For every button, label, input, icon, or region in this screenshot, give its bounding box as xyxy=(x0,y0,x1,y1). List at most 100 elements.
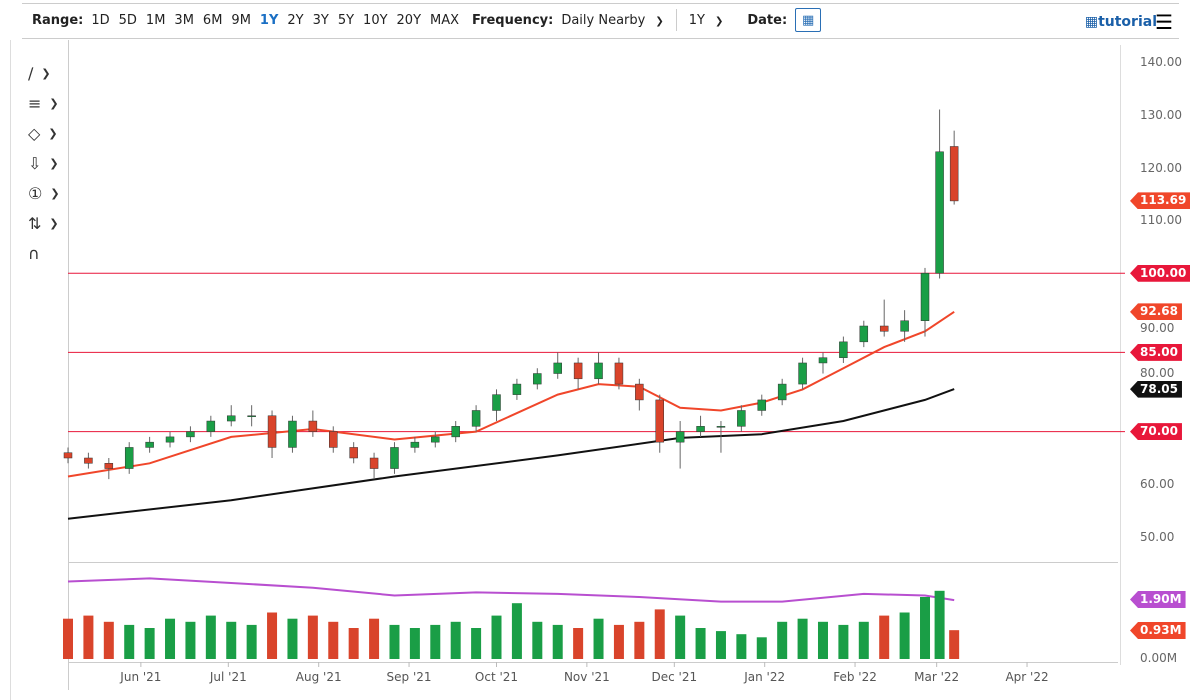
candle-body xyxy=(267,415,277,448)
y-tick-label: 120.00 xyxy=(1140,160,1182,175)
range-label: Range: xyxy=(32,12,84,28)
volume-zero-label: 0.00M xyxy=(1140,651,1178,665)
arrow-tool-button[interactable]: ⇩ ❯ xyxy=(28,148,68,178)
volume-bar xyxy=(307,615,318,659)
shape-icon: ◇ xyxy=(28,123,41,143)
shape-tool-button[interactable]: ◇ ❯ xyxy=(28,118,68,148)
calendar-icon[interactable]: ▦ xyxy=(795,8,822,32)
volume-bar xyxy=(797,618,808,659)
candle-body xyxy=(84,457,93,464)
range-3m[interactable]: 3M xyxy=(174,12,194,28)
numbered-circle-icon: ① xyxy=(28,183,43,203)
range-10y[interactable]: 10Y xyxy=(363,12,388,28)
chevron-right-icon: ❯ xyxy=(49,156,59,170)
candle-body xyxy=(410,441,420,448)
candle-body xyxy=(716,426,726,428)
fibonacci-tool-button[interactable]: ≡ ❯ xyxy=(28,88,68,118)
volume-bar xyxy=(103,621,114,659)
range-3y[interactable]: 3Y xyxy=(312,12,329,28)
volume-bar xyxy=(613,624,624,659)
x-tick-label: Jan '22 xyxy=(744,670,786,684)
y-tick-label: 60.00 xyxy=(1140,477,1175,492)
range-5d[interactable]: 5D xyxy=(118,12,137,28)
candle-body xyxy=(696,426,705,432)
toolbar: Range: 1D 5D 1M 3M 6M 9M 1Y 2Y 3Y 5Y 10Y 20Y MAX Fre… xyxy=(32,6,1171,34)
candle-body xyxy=(63,452,73,459)
measure-icon: ⇅ xyxy=(28,213,42,233)
volume-bar xyxy=(369,618,380,659)
period-dropdown[interactable]: 1Y ❯ xyxy=(689,13,724,28)
x-tick-label: Apr '22 xyxy=(1005,670,1049,684)
candle-body xyxy=(594,362,603,380)
range-max[interactable]: MAX xyxy=(430,12,460,28)
fibonacci-icon: ≡ xyxy=(28,93,42,113)
volume-bar xyxy=(165,618,176,659)
x-tick-label: Jun '21 xyxy=(120,670,162,684)
chevron-down-icon: ❯ xyxy=(655,15,664,27)
magnet-icon: ∩ xyxy=(28,243,40,263)
volume-bar xyxy=(450,621,461,659)
hline-price-tag: 85.00 xyxy=(1130,343,1182,361)
y-tick-label: 90.00 xyxy=(1140,321,1175,336)
volume-bar xyxy=(205,615,216,659)
volume-bar xyxy=(328,621,339,659)
candle-body xyxy=(900,320,909,332)
candle-body xyxy=(777,383,787,401)
y-tick-label: 140.00 xyxy=(1140,55,1182,69)
volume-bar xyxy=(246,624,257,659)
volume-ma-line xyxy=(67,577,955,603)
volume-bar xyxy=(949,630,960,659)
range-6m[interactable]: 6M xyxy=(202,12,223,28)
x-tick-label: Feb '22 xyxy=(833,670,877,684)
period-value: 1Y xyxy=(688,12,705,28)
hamburger-menu-icon[interactable]: ☰ xyxy=(1155,10,1173,34)
range-1y[interactable]: 1Y xyxy=(259,12,279,28)
hline-price-tag: 70.00 xyxy=(1130,423,1182,441)
y-tick-label: 50.00 xyxy=(1140,530,1175,545)
measure-tool-button[interactable]: ⇅ ❯ xyxy=(28,208,68,238)
range-1m[interactable]: 1M xyxy=(145,12,166,28)
candle-body xyxy=(288,420,297,448)
volume-bar xyxy=(144,628,155,659)
magnet-tool-button[interactable]: ∩ xyxy=(28,238,68,268)
candle-body xyxy=(329,431,338,448)
candle-body xyxy=(124,447,134,469)
range-9m[interactable]: 9M xyxy=(231,12,251,28)
candle-body xyxy=(573,362,583,380)
x-tick-label: Jul '21 xyxy=(209,670,247,684)
volume-bar xyxy=(817,621,828,659)
volume-bar xyxy=(899,612,910,659)
range-2y[interactable]: 2Y xyxy=(287,12,304,28)
arrow-down-icon: ⇩ xyxy=(28,153,42,173)
line-tool-button[interactable]: ∕ ❯ xyxy=(28,58,68,88)
candle-body xyxy=(431,436,440,443)
candle-body xyxy=(390,447,399,469)
volume-bar xyxy=(777,621,788,659)
range-20y[interactable]: 20Y xyxy=(396,12,422,28)
volume-bar xyxy=(471,628,482,659)
frequency-dropdown[interactable]: Daily Nearby ❯ xyxy=(561,13,663,28)
range-5y[interactable]: 5Y xyxy=(337,12,355,28)
range-1d[interactable]: 1D xyxy=(91,12,110,28)
candle-body xyxy=(206,420,216,432)
last-price-tag: 113.69 xyxy=(1130,192,1191,210)
candle-body xyxy=(839,341,848,358)
volume-tag: 0.93M xyxy=(1130,622,1186,639)
volume-bar xyxy=(267,612,278,659)
ma50-tag: 92.68 xyxy=(1130,303,1182,321)
tutorial-link[interactable]: ▦tutorial xyxy=(1085,14,1157,30)
candle-body xyxy=(308,420,318,432)
candle-body xyxy=(798,362,807,385)
candle-body xyxy=(186,431,195,438)
volume-bar xyxy=(654,609,665,659)
drawing-tools: ∕ ❯ ≡ ❯ ◇ ❯ ⇩ ❯ ① ❯ ⇅ ❯ ∩ xyxy=(28,58,68,268)
annotation-tool-button[interactable]: ① ❯ xyxy=(28,178,68,208)
candle-body xyxy=(635,383,644,401)
volume-bar xyxy=(858,621,869,659)
tutorial-label: tutorial xyxy=(1098,14,1157,30)
candle-body xyxy=(920,272,930,321)
candle-body xyxy=(451,426,460,438)
volume-bar xyxy=(756,637,767,659)
candle-body xyxy=(935,151,944,274)
